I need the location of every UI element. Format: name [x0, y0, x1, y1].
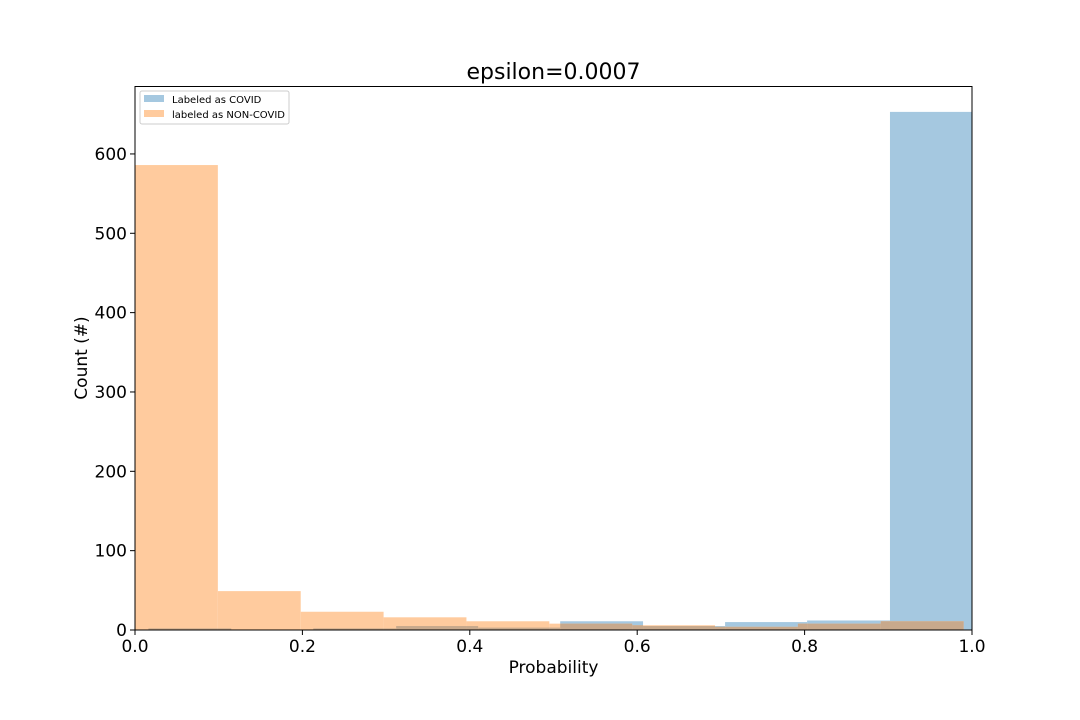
- bar-non-covid-0: [135, 165, 218, 631]
- y-tick-label: 300: [95, 383, 127, 403]
- bar-overlap-10: [643, 626, 716, 630]
- bar-overlap-8: [560, 623, 633, 630]
- legend-label-covid: Labeled as COVID: [172, 95, 262, 106]
- bar-covid-9: [889, 111, 972, 630]
- bar-overlap-15: [880, 621, 890, 630]
- bar-overlap-5: [466, 626, 479, 630]
- legend-swatch-non-covid: [144, 110, 164, 117]
- x-tick-label: 0.2: [289, 637, 316, 657]
- y-tick-label: 100: [95, 542, 127, 562]
- bar-overlap-9: [632, 625, 644, 630]
- x-tick-label: 0.6: [624, 637, 651, 657]
- bar-overlap-14: [807, 623, 881, 630]
- bar-overlap-3: [383, 628, 397, 630]
- bar-overlap-16: [889, 621, 964, 630]
- bar-overlap-13: [797, 623, 808, 630]
- bar-overlap-1: [217, 628, 232, 630]
- bars-layer: [135, 111, 972, 631]
- legend-label-non-covid: labeled as NON-COVID: [172, 110, 285, 121]
- bar-non-covid-4: [466, 621, 550, 630]
- y-tick-label: 0: [116, 621, 127, 641]
- bar-non-covid-2: [300, 611, 384, 630]
- y-tick-label: 400: [95, 304, 127, 324]
- legend: Labeled as COVID labeled as NON-COVID: [139, 90, 290, 125]
- chart-title: epsilon=0.0007: [466, 60, 640, 85]
- legend-box: [139, 90, 290, 125]
- bar-overlap-2: [313, 628, 384, 630]
- bar-non-covid-1: [217, 591, 301, 630]
- y-tick-label: 500: [95, 224, 127, 244]
- x-tick-label: 1.0: [958, 637, 985, 657]
- bar-overlap-12: [725, 626, 798, 630]
- x-tick-label: 0.8: [791, 637, 818, 657]
- legend-swatch-covid: [144, 95, 164, 102]
- ticks-layer: 0.0 0.2 0.4 0.6 0.8 1.0 0 100 200 300 400 500 600: [95, 145, 986, 657]
- bar-overlap-0: [148, 628, 218, 630]
- y-tick-label: 600: [95, 145, 127, 165]
- bar-overlap-4: [396, 626, 467, 630]
- y-tick-label: 200: [95, 462, 127, 482]
- x-tick-label: 0.0: [121, 637, 148, 657]
- x-tick-label: 0.4: [456, 637, 483, 657]
- bar-overlap-11: [715, 626, 726, 630]
- bar-overlap-6: [478, 627, 550, 630]
- plot-area-frame: [134, 86, 973, 631]
- y-axis-label: Count (#): [72, 316, 92, 399]
- x-axis-label: Probability: [509, 658, 599, 678]
- bar-overlap-7: [549, 627, 561, 630]
- bar-covid-7: [725, 622, 808, 630]
